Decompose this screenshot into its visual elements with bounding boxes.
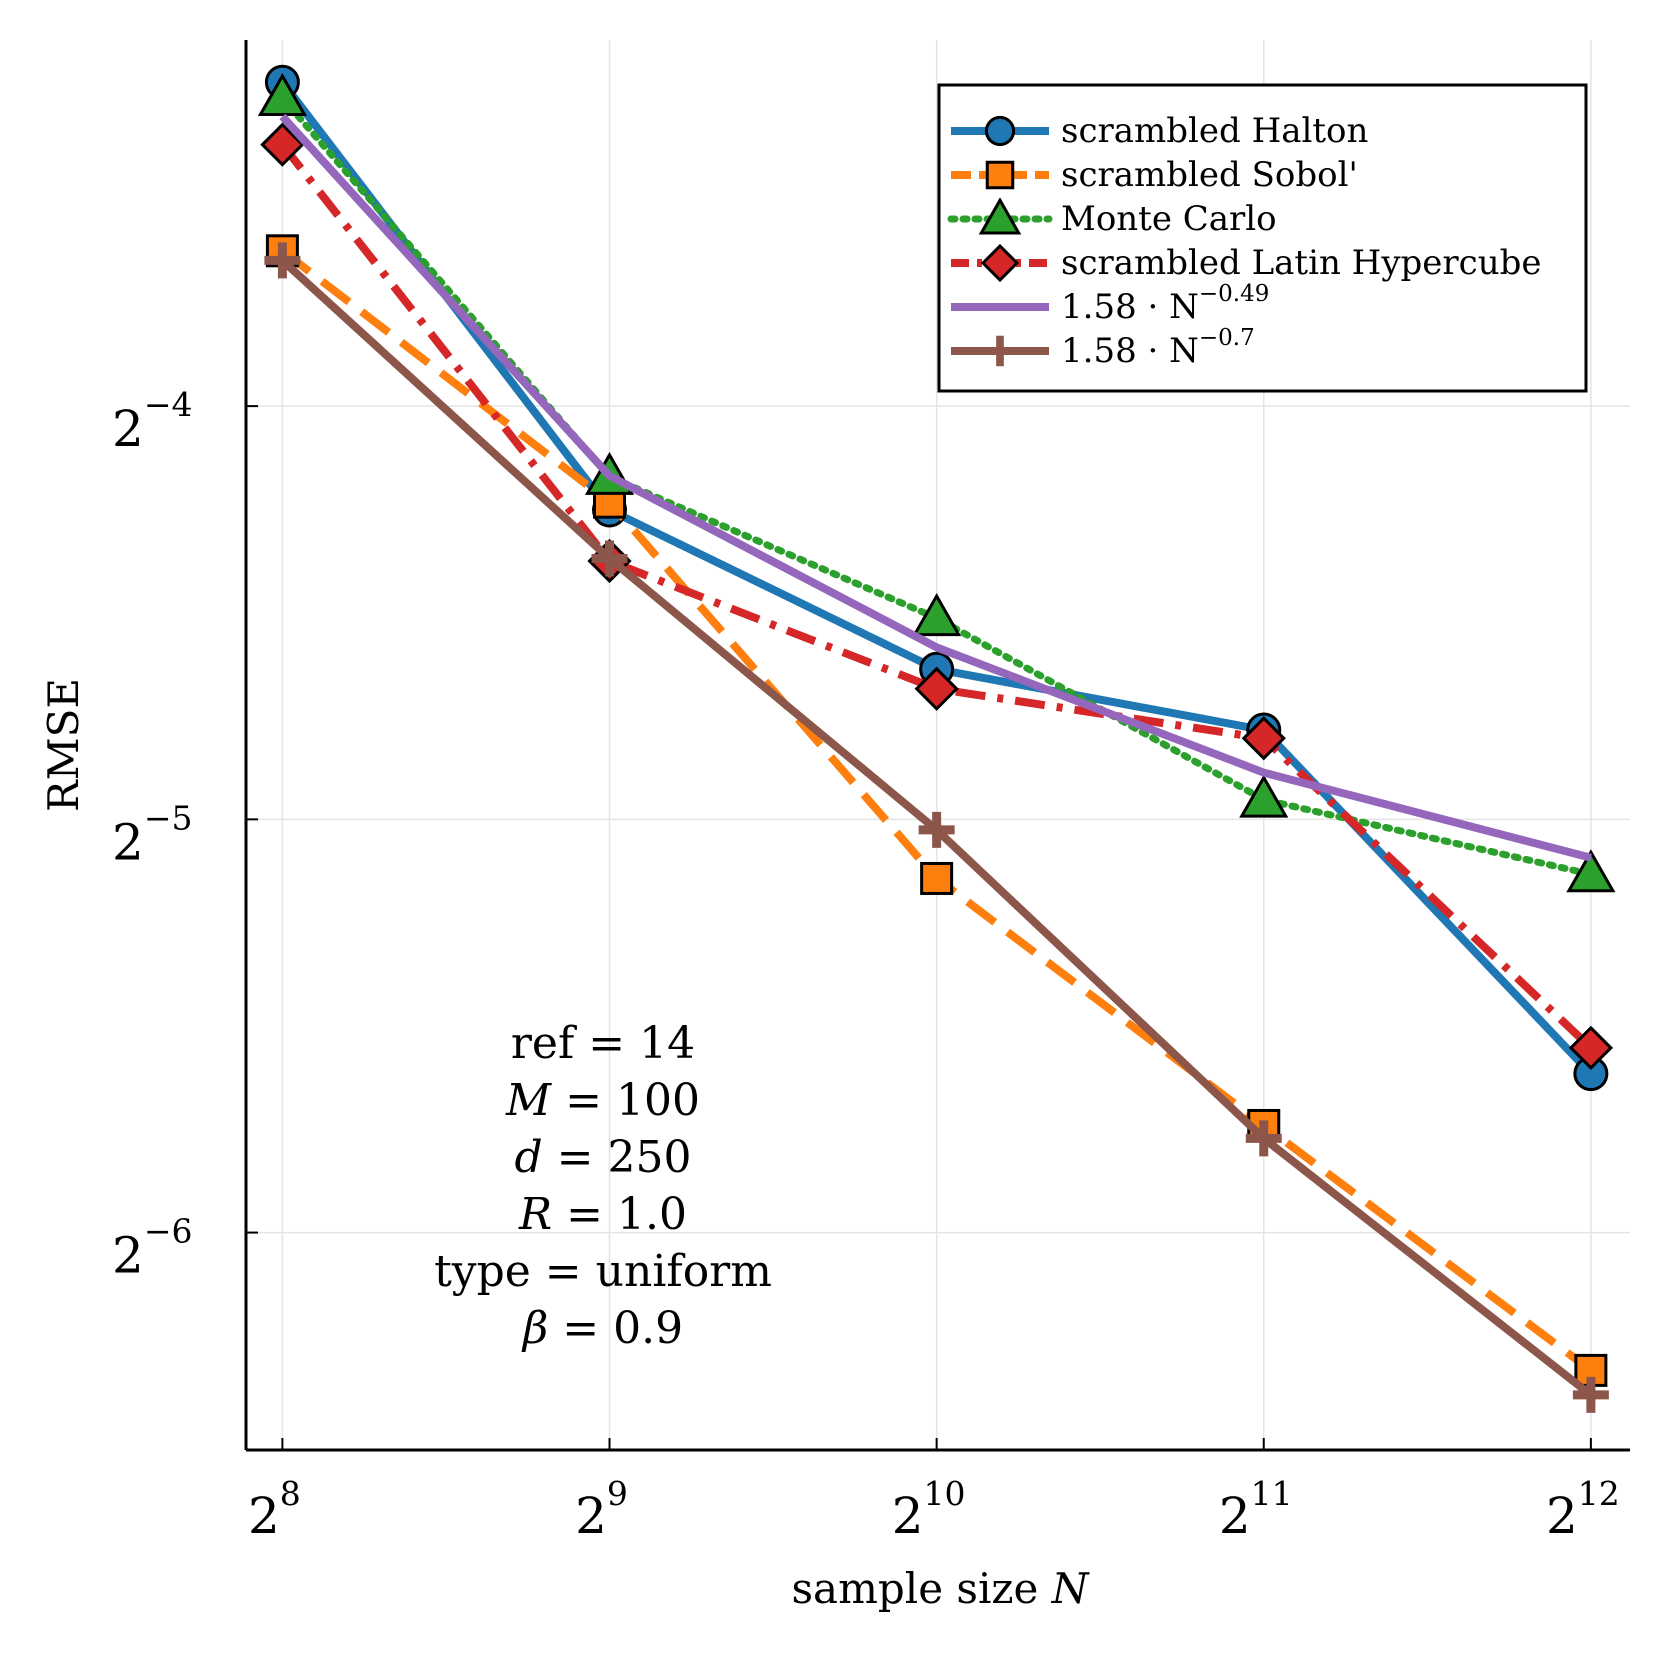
diamond-marker bbox=[1241, 716, 1286, 761]
diamond-marker bbox=[980, 243, 1020, 283]
cross-marker bbox=[918, 811, 955, 848]
x-tick-label: 28 bbox=[248, 1474, 301, 1545]
y-tick-label: 2−6 bbox=[112, 1212, 192, 1285]
x-axis-label: sample size N bbox=[791, 1564, 1089, 1613]
triangle-marker bbox=[1566, 849, 1616, 893]
series-line bbox=[279, 113, 1592, 862]
series-scrambled-latin-hypercube bbox=[260, 122, 1614, 1070]
x-tick-label: 210 bbox=[892, 1474, 966, 1545]
y-tick-labels: 2−4 2−5 2−6 bbox=[112, 385, 192, 1284]
annotation-line: R = 1.0 bbox=[518, 1189, 687, 1240]
legend-label: Monte Carlo bbox=[1061, 199, 1277, 239]
y-tick-label: 2−4 bbox=[112, 385, 192, 458]
legend-entry: scrambled Latin Hypercube bbox=[951, 243, 1542, 283]
triangle-marker bbox=[257, 72, 307, 116]
cross-marker bbox=[591, 540, 628, 577]
series-1-58-n bbox=[264, 242, 1609, 1413]
parameter-annotations: ref = 14 M = 100 d = 250 R = 1.0 type = unif… bbox=[434, 1018, 772, 1354]
square-marker bbox=[985, 160, 1015, 190]
legend-entry: scrambled Sobol' bbox=[951, 155, 1358, 195]
cross-marker bbox=[1245, 1120, 1282, 1157]
legend-entry: Monte Carlo bbox=[947, 197, 1277, 239]
legend-entry: 1.58 · N−0.49 bbox=[951, 281, 1269, 327]
series-1-58-n bbox=[279, 113, 1592, 862]
square-marker bbox=[920, 861, 954, 895]
annotation-line: M = 100 bbox=[505, 1075, 700, 1126]
y-tick-label: 2−5 bbox=[112, 798, 192, 871]
x-tick-labels: 28 29 210 211 212 bbox=[248, 1474, 1620, 1545]
annotation-line: d = 250 bbox=[515, 1132, 692, 1183]
x-tick-label: 211 bbox=[1219, 1474, 1293, 1545]
annotation-line: ref = 14 bbox=[511, 1018, 695, 1069]
legend-label: 1.58 · N−0.49 bbox=[1061, 281, 1269, 327]
diamond-marker bbox=[914, 666, 959, 711]
annotation-line: β = 0.9 bbox=[521, 1303, 683, 1354]
triangle-marker bbox=[1239, 774, 1289, 818]
diamond-marker bbox=[260, 122, 305, 167]
triangle-marker bbox=[978, 197, 1022, 235]
cross-marker bbox=[1572, 1376, 1609, 1413]
axes bbox=[244, 40, 1630, 1452]
diamond-marker bbox=[1568, 1025, 1614, 1070]
cross-marker bbox=[264, 242, 301, 279]
legend-label: 1.58 · N−0.7 bbox=[1061, 325, 1255, 371]
annotation-line: type = uniform bbox=[434, 1246, 772, 1297]
x-tick-label: 212 bbox=[1546, 1474, 1620, 1545]
legend-label: scrambled Sobol' bbox=[1061, 155, 1358, 195]
triangle-marker bbox=[912, 593, 962, 637]
legend-label: scrambled Latin Hypercube bbox=[1061, 243, 1542, 283]
legend-label: scrambled Halton bbox=[1061, 111, 1368, 151]
series-group bbox=[257, 64, 1616, 1413]
legend-entry: scrambled Halton bbox=[951, 111, 1368, 151]
y-axis-label: RMSE bbox=[39, 678, 88, 812]
circle-marker bbox=[984, 115, 1016, 147]
cross-marker bbox=[984, 335, 1016, 367]
x-tick-label: 29 bbox=[575, 1474, 628, 1545]
legend-entry: 1.58 · N−0.7 bbox=[951, 325, 1255, 371]
legend-box bbox=[937, 83, 1588, 393]
